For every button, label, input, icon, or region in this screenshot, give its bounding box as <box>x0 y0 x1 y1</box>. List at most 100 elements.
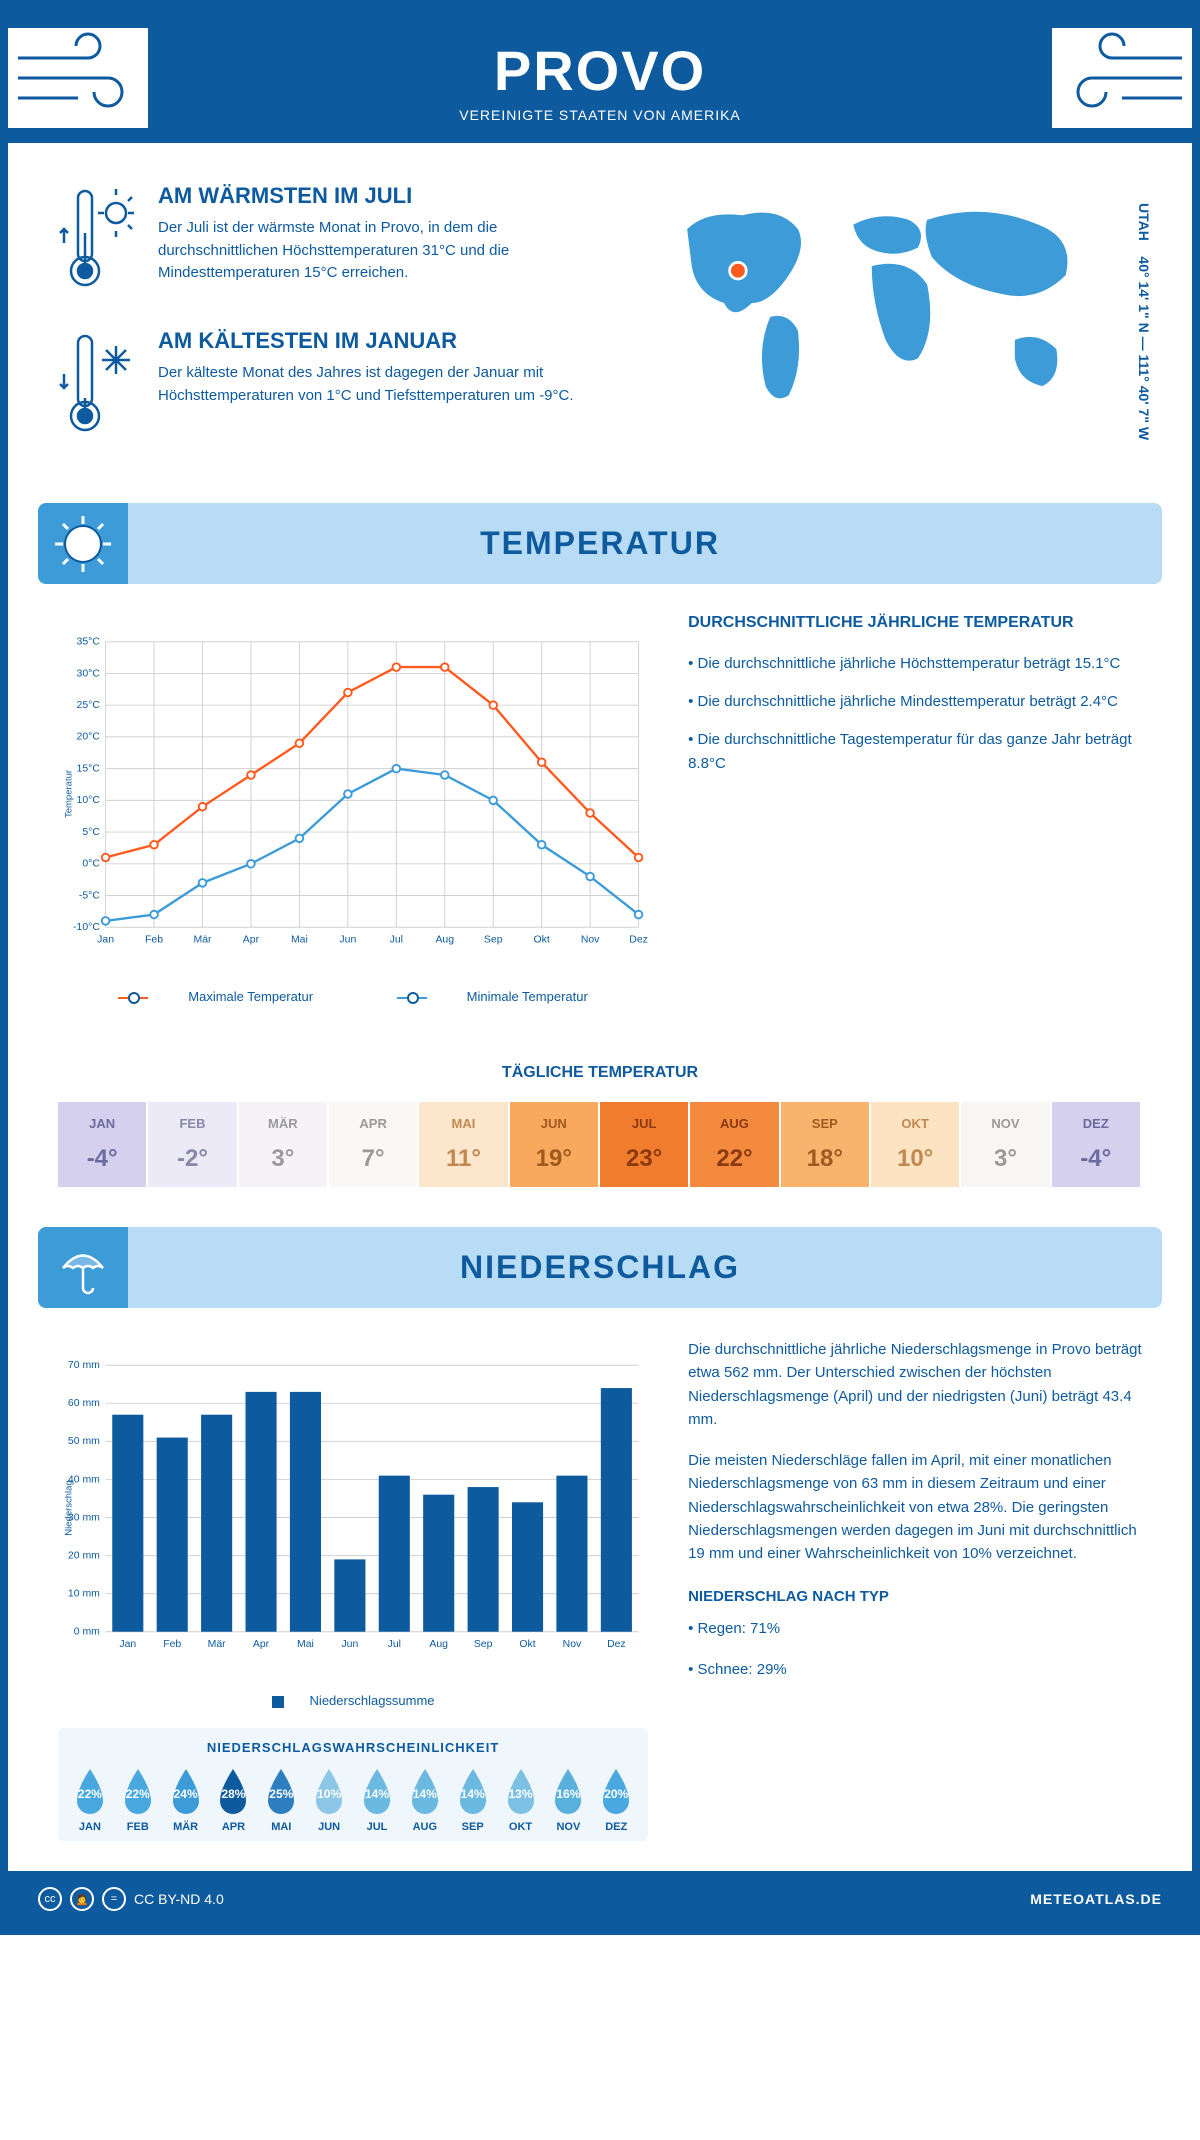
svg-text:70 mm: 70 mm <box>68 1360 100 1371</box>
prob-cell: 10%JUN <box>305 1765 353 1833</box>
prob-cell: 16%NOV <box>544 1765 592 1833</box>
prob-cell: 24%MÄR <box>162 1765 210 1833</box>
prob-cell: 14%JUL <box>353 1765 401 1833</box>
daily-cell: MÄR3° <box>239 1102 329 1187</box>
footer: cc 🙍 = CC BY-ND 4.0 METEOATLAS.DE <box>8 1871 1192 1927</box>
svg-text:Aug: Aug <box>429 1639 448 1650</box>
svg-text:Nov: Nov <box>581 934 600 945</box>
wind-icon-right <box>1052 28 1192 128</box>
prob-cell: 20%DEZ <box>592 1765 640 1833</box>
svg-text:Okt: Okt <box>534 934 550 945</box>
svg-text:5°C: 5°C <box>82 827 100 838</box>
prob-cell: 22%FEB <box>114 1765 162 1833</box>
coordinates: UTAH 40° 14' 1" N — 111° 40' 7" W <box>1136 203 1152 440</box>
svg-text:-10°C: -10°C <box>73 922 100 933</box>
svg-text:60 mm: 60 mm <box>68 1398 100 1409</box>
svg-text:10°C: 10°C <box>77 795 101 806</box>
warmest-fact: AM WÄRMSTEN IM JULI Der Juli ist der wär… <box>58 183 580 298</box>
header-banner: PROVO VEREINIGTE STAATEN VON AMERIKA <box>8 8 1192 143</box>
daily-cell: OKT10° <box>871 1102 961 1187</box>
prob-cell: 22%JAN <box>66 1765 114 1833</box>
svg-text:0 mm: 0 mm <box>74 1627 100 1638</box>
svg-text:Apr: Apr <box>253 1639 270 1650</box>
daily-cell: SEP18° <box>781 1102 871 1187</box>
daily-cell: JUN19° <box>510 1102 600 1187</box>
warmest-text: Der Juli ist der wärmste Monat in Provo,… <box>158 217 580 285</box>
daily-temp-table: JAN-4°FEB-2°MÄR3°APR7°MAI11°JUN19°JUL23°… <box>58 1102 1142 1187</box>
svg-text:10 mm: 10 mm <box>68 1589 100 1600</box>
svg-text:20 mm: 20 mm <box>68 1550 100 1561</box>
temp-info-panel: DURCHSCHNITTLICHE JÄHRLICHE TEMPERATUR •… <box>688 614 1142 1004</box>
svg-text:Feb: Feb <box>145 934 163 945</box>
svg-text:Dez: Dez <box>629 934 648 945</box>
temperature-line-chart: -10°C -5°C 0°C 5°C 10°C 15°C 20°C 25°C 30°C 35°C J… <box>58 614 648 974</box>
sun-icon <box>38 503 128 584</box>
svg-text:Mai: Mai <box>297 1639 314 1650</box>
daily-cell: NOV3° <box>961 1102 1051 1187</box>
svg-text:Aug: Aug <box>435 934 454 945</box>
daily-cell: JAN-4° <box>58 1102 148 1187</box>
svg-text:25°C: 25°C <box>77 700 101 711</box>
site-name: METEOATLAS.DE <box>1030 1891 1162 1907</box>
daily-cell: AUG22° <box>690 1102 780 1187</box>
nd-icon: = <box>102 1887 126 1911</box>
svg-text:Niederschlag: Niederschlag <box>63 1480 74 1535</box>
coldest-fact: AM KÄLTESTEN IM JANUAR Der kälteste Mona… <box>58 328 580 443</box>
svg-text:Nov: Nov <box>563 1639 582 1650</box>
prob-cell: 28%APR <box>210 1765 258 1833</box>
svg-text:Jun: Jun <box>339 934 356 945</box>
temp-legend: Maximale Temperatur Minimale Temperatur <box>58 989 648 1004</box>
cc-icon: cc <box>38 1887 62 1911</box>
svg-text:Jul: Jul <box>388 1639 401 1650</box>
license-text: CC BY-ND 4.0 <box>134 1891 224 1907</box>
svg-text:0°C: 0°C <box>82 859 100 870</box>
by-icon: 🙍 <box>70 1887 94 1911</box>
thermometer-sun-icon <box>58 183 138 298</box>
prob-cell: 14%SEP <box>449 1765 497 1833</box>
svg-text:Apr: Apr <box>243 934 260 945</box>
country-subtitle: VEREINIGTE STAATEN VON AMERIKA <box>28 107 1172 123</box>
svg-text:Temperatur: Temperatur <box>63 770 74 818</box>
coldest-title: AM KÄLTESTEN IM JANUAR <box>158 328 580 354</box>
svg-text:Dez: Dez <box>607 1639 626 1650</box>
svg-text:Okt: Okt <box>519 1639 535 1650</box>
svg-text:Jul: Jul <box>390 934 403 945</box>
precip-info-panel: Die durchschnittliche jährliche Niedersc… <box>688 1338 1142 1841</box>
coldest-text: Der kälteste Monat des Jahres ist dagege… <box>158 362 580 407</box>
svg-text:Mai: Mai <box>291 934 308 945</box>
temperature-section-header: TEMPERATUR <box>38 503 1162 584</box>
svg-text:-5°C: -5°C <box>79 890 100 901</box>
wind-icon-left <box>8 28 148 128</box>
svg-text:35°C: 35°C <box>77 637 101 648</box>
precipitation-bar-chart: 0 mm10 mm20 mm30 mm40 mm50 mm60 mm70 mmJ… <box>58 1338 648 1678</box>
world-map <box>620 183 1142 423</box>
svg-text:Jun: Jun <box>341 1639 358 1650</box>
daily-cell: JUL23° <box>600 1102 690 1187</box>
daily-temp-title: TÄGLICHE TEMPERATUR <box>8 1064 1192 1082</box>
prob-cell: 25%MAI <box>257 1765 305 1833</box>
city-title: PROVO <box>28 38 1172 103</box>
warmest-title: AM WÄRMSTEN IM JULI <box>158 183 580 209</box>
svg-text:Sep: Sep <box>474 1639 493 1650</box>
daily-cell: MAI11° <box>419 1102 509 1187</box>
svg-text:30°C: 30°C <box>77 668 101 679</box>
daily-cell: FEB-2° <box>148 1102 238 1187</box>
svg-text:Sep: Sep <box>484 934 503 945</box>
svg-text:50 mm: 50 mm <box>68 1436 100 1447</box>
thermometer-snow-icon <box>58 328 138 443</box>
precipitation-probability-box: NIEDERSCHLAGSWAHRSCHEINLICHKEIT 22%JAN22… <box>58 1728 648 1841</box>
precip-legend: Niederschlagssumme <box>58 1693 648 1708</box>
prob-cell: 14%AUG <box>401 1765 449 1833</box>
svg-text:15°C: 15°C <box>77 763 101 774</box>
svg-text:Feb: Feb <box>163 1639 181 1650</box>
precipitation-section-header: NIEDERSCHLAG <box>38 1227 1162 1308</box>
svg-text:20°C: 20°C <box>77 732 101 743</box>
prob-cell: 13%OKT <box>497 1765 545 1833</box>
umbrella-icon <box>38 1227 128 1308</box>
svg-text:Mär: Mär <box>208 1639 227 1650</box>
svg-text:Mär: Mär <box>193 934 212 945</box>
daily-cell: APR7° <box>329 1102 419 1187</box>
svg-text:Jan: Jan <box>119 1639 136 1650</box>
daily-cell: DEZ-4° <box>1052 1102 1142 1187</box>
svg-text:Jan: Jan <box>97 934 114 945</box>
